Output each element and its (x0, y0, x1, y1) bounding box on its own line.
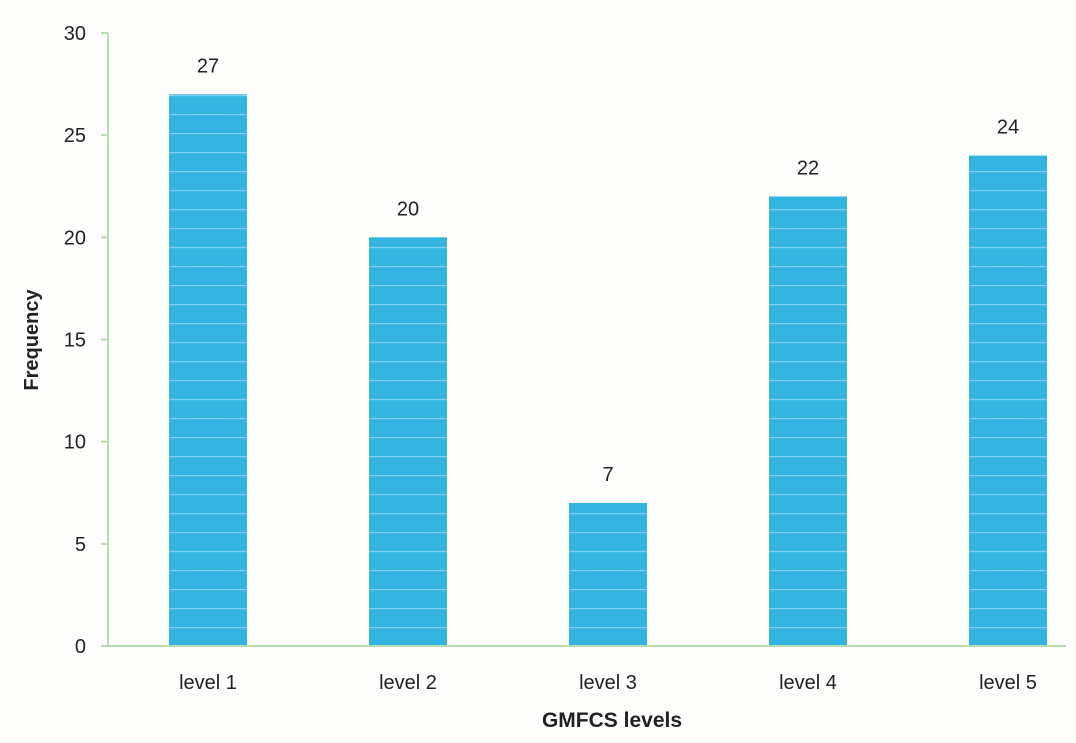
x-tick-labels: level 1 level 2 level 3 level 4 level 5 (179, 672, 1037, 694)
data-label: 7 (602, 464, 613, 486)
y-tick-label: 10 (64, 432, 86, 454)
x-tick-label: level 4 (779, 672, 837, 694)
x-tick-label: level 1 (179, 672, 237, 694)
y-tick-labels: 0 5 10 15 20 25 30 (64, 23, 108, 658)
x-tick-label: level 5 (979, 672, 1037, 694)
bar (369, 237, 447, 647)
data-label: 22 (797, 157, 819, 179)
y-tick-label: 20 (64, 227, 86, 249)
x-axis-title: GMFCS levels (542, 709, 682, 732)
bar (969, 155, 1047, 646)
y-tick-label: 15 (64, 330, 86, 352)
data-label: 20 (397, 198, 419, 220)
y-tick-label: 0 (75, 636, 86, 658)
y-axis-title: Frequency (21, 289, 43, 391)
y-tick-label: 30 (64, 23, 86, 45)
y-tick-label: 5 (75, 534, 86, 556)
y-tick-label: 25 (64, 125, 86, 147)
bar (569, 502, 647, 646)
bars (169, 94, 1047, 647)
data-label: 24 (997, 117, 1019, 139)
x-tick-label: level 3 (579, 672, 637, 694)
data-labels: 27 20 7 22 24 (197, 55, 1019, 486)
bar (769, 196, 847, 646)
bar (169, 94, 247, 647)
x-tick-label: level 2 (379, 672, 437, 694)
data-label: 27 (197, 55, 219, 77)
